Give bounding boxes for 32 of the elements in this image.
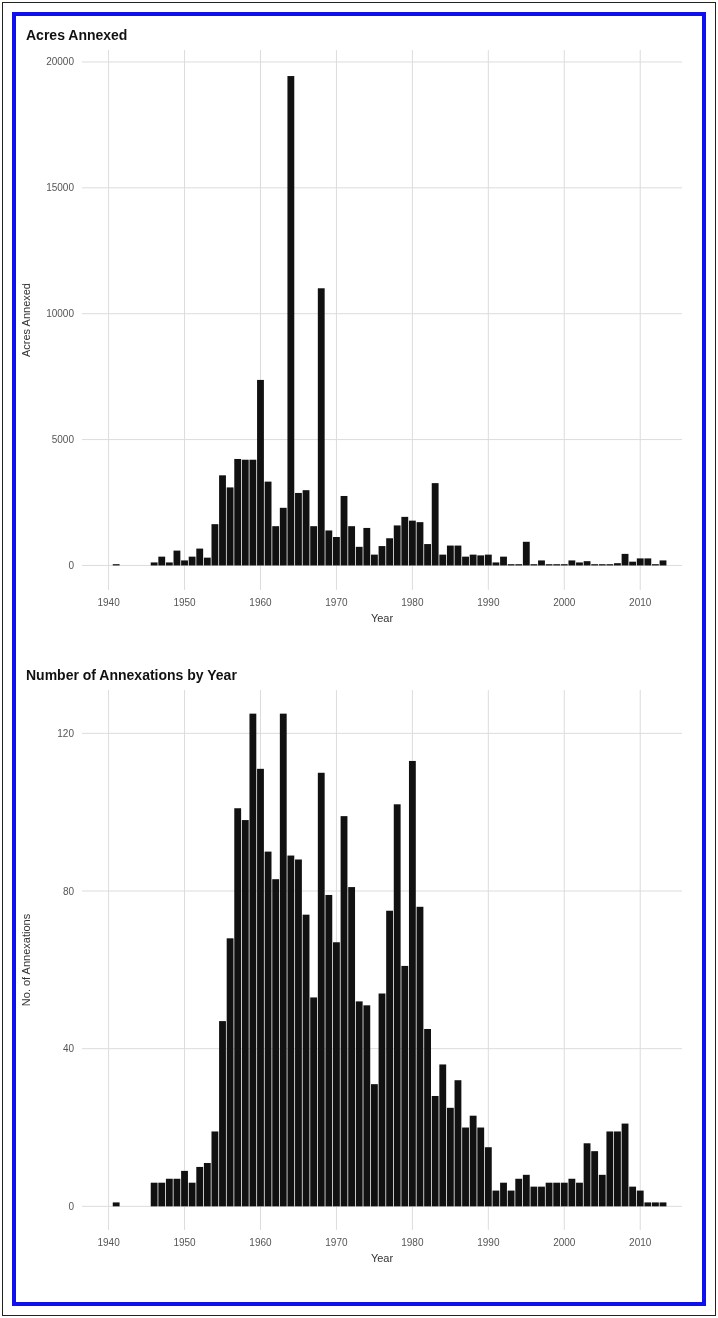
x-tick-label: 1970 <box>325 597 348 608</box>
x-tick-label: 1980 <box>401 597 424 608</box>
x-tick-label: 1950 <box>173 597 197 608</box>
y-tick-label: 0 <box>68 1200 75 1212</box>
y-tick-label: 20000 <box>46 56 75 68</box>
x-tick-label: 1940 <box>97 1237 121 1248</box>
chart-title: Acres Annexed <box>26 27 128 43</box>
y-tick-label: 0 <box>68 559 75 571</box>
x-tick-label: 2010 <box>629 1237 652 1248</box>
y-axis-title: Acres Annexed <box>20 283 32 357</box>
x-tick-label: 2010 <box>629 597 652 608</box>
x-tick-label: 1960 <box>249 597 273 608</box>
x-tick-label: 2000 <box>553 1237 576 1248</box>
x-tick-label: 1940 <box>97 597 121 608</box>
x-tick-label: 1950 <box>173 1237 197 1248</box>
y-tick-label: 80 <box>62 885 75 897</box>
x-axis-title: Year <box>370 612 394 624</box>
bar <box>112 1202 120 1207</box>
x-axis-title: Year <box>370 1252 394 1264</box>
y-axis-title: No. of Annexations <box>20 913 32 1007</box>
y-tick-label: 40 <box>62 1043 75 1055</box>
x-tick-label: 1990 <box>477 597 500 608</box>
y-tick-label: 10000 <box>46 308 75 320</box>
x-tick-label: 1990 <box>477 1237 500 1248</box>
y-tick-label: 15000 <box>46 182 75 194</box>
x-tick-label: 1970 <box>325 1237 348 1248</box>
x-tick-label: 2000 <box>553 597 576 608</box>
x-tick-label: 1960 <box>249 1237 273 1248</box>
x-tick-label: 1980 <box>401 1237 424 1248</box>
chart-title: Number of Annexations by Year <box>26 667 238 683</box>
y-tick-label: 5000 <box>51 434 75 446</box>
y-tick-label: 120 <box>57 727 75 739</box>
